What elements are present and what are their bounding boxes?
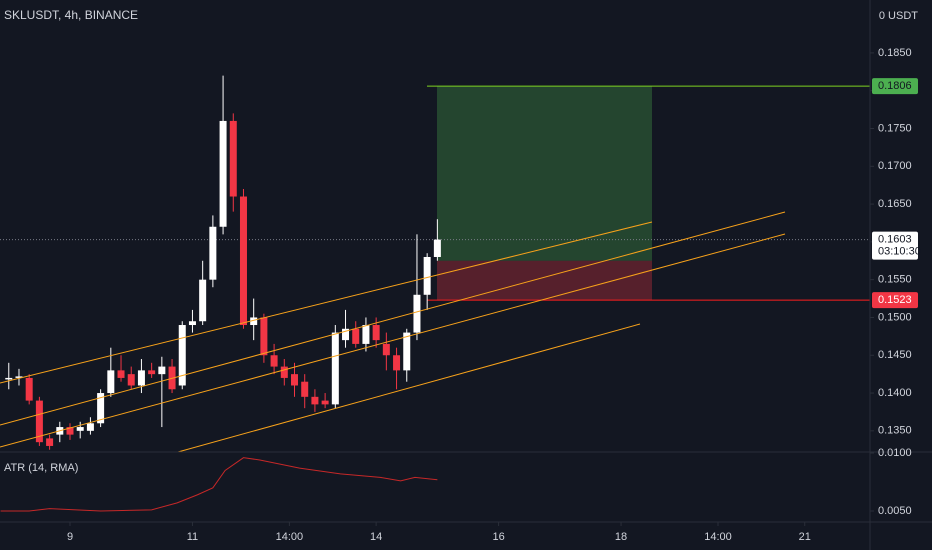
candle-body: [382, 343, 390, 356]
candle-body: [229, 120, 237, 197]
x-tick-label: 14: [370, 531, 382, 543]
stop-zone: [437, 260, 652, 301]
channel-line: [0, 221, 653, 384]
candle-body: [137, 370, 145, 386]
y-tick-label: 0.1750: [878, 122, 912, 134]
candle-body: [97, 393, 105, 424]
candle-body: [362, 325, 370, 344]
x-tick-label: 11: [187, 531, 198, 543]
candle-body: [331, 332, 339, 405]
atr-line: [0, 457, 438, 512]
candle-body: [86, 423, 94, 431]
candle-body: [342, 328, 350, 341]
candle-body: [219, 120, 227, 227]
candle-body: [413, 294, 421, 333]
candle-body: [423, 256, 431, 295]
candle-body: [25, 377, 33, 401]
candle-body: [5, 377, 13, 380]
channel: [0, 211, 786, 452]
candle-body: [352, 328, 360, 344]
price-label: 0.1806: [878, 80, 912, 92]
channel-line: [0, 211, 786, 426]
x-tick-label: 18: [615, 531, 627, 543]
candle-body: [372, 325, 380, 341]
candle-body: [46, 438, 54, 446]
target-zone: [437, 86, 652, 261]
indicator-label: ATR (14, RMA): [4, 462, 78, 474]
candle-body: [260, 317, 268, 356]
candle-body: [66, 427, 74, 435]
channel-line: [177, 323, 641, 452]
x-tick-label: 14:00: [704, 531, 732, 543]
candle-body: [117, 370, 125, 378]
candle-body: [250, 317, 258, 326]
y-tick-label: 0.1350: [878, 425, 912, 437]
candle-body: [15, 376, 23, 378]
candle-body: [127, 374, 135, 386]
price-pane: [0, 75, 870, 450]
candle-body: [291, 374, 299, 386]
price-label-box: [872, 78, 918, 95]
y-tick-label: 0.1500: [878, 311, 912, 323]
candle-body: [311, 396, 319, 405]
y-tick-label: 0.1650: [878, 198, 912, 210]
candle-body: [393, 355, 401, 371]
candle-body: [148, 370, 156, 375]
candle-body: [107, 370, 115, 394]
price-label-box: [872, 292, 918, 309]
currency-label: 0 USDT: [879, 10, 918, 22]
candle-body: [239, 196, 247, 326]
candle-body: [35, 400, 43, 443]
candle-body: [321, 400, 329, 405]
price-label: 0.1523: [878, 294, 912, 306]
candle-body: [209, 226, 217, 280]
x-tick-label: 14:00: [276, 531, 304, 543]
candle-body: [403, 332, 411, 371]
countdown-label: 03:10:30: [878, 246, 921, 258]
candle-body: [188, 321, 196, 326]
y-tick-label: 0.1700: [878, 160, 912, 172]
candle-body: [158, 366, 166, 375]
x-tick-label: 9: [67, 531, 73, 543]
x-tick-label: 21: [799, 531, 811, 543]
candle-body: [270, 355, 278, 367]
price-label-box: [872, 231, 918, 260]
channel-line: [0, 233, 786, 448]
x-tick-label: 16: [492, 531, 504, 543]
y-tick-label: 0.0050: [878, 505, 912, 517]
y-tick-label: 0.0100: [878, 447, 912, 459]
candle-body: [76, 427, 84, 431]
y-tick-label: 0.1400: [878, 387, 912, 399]
y-tick-label: 0.1850: [878, 47, 912, 59]
symbol-title: SKLUSDT, 4h, BINANCE: [4, 8, 138, 22]
candle-body: [301, 381, 309, 397]
candle-body: [433, 239, 441, 257]
candle-body: [178, 325, 186, 386]
y-tick-label: 0.1550: [878, 274, 912, 286]
y-tick-label: 0.1450: [878, 349, 912, 361]
candle-body: [199, 279, 207, 322]
candle-body: [280, 366, 288, 378]
price-label: 0.1603: [878, 234, 912, 246]
